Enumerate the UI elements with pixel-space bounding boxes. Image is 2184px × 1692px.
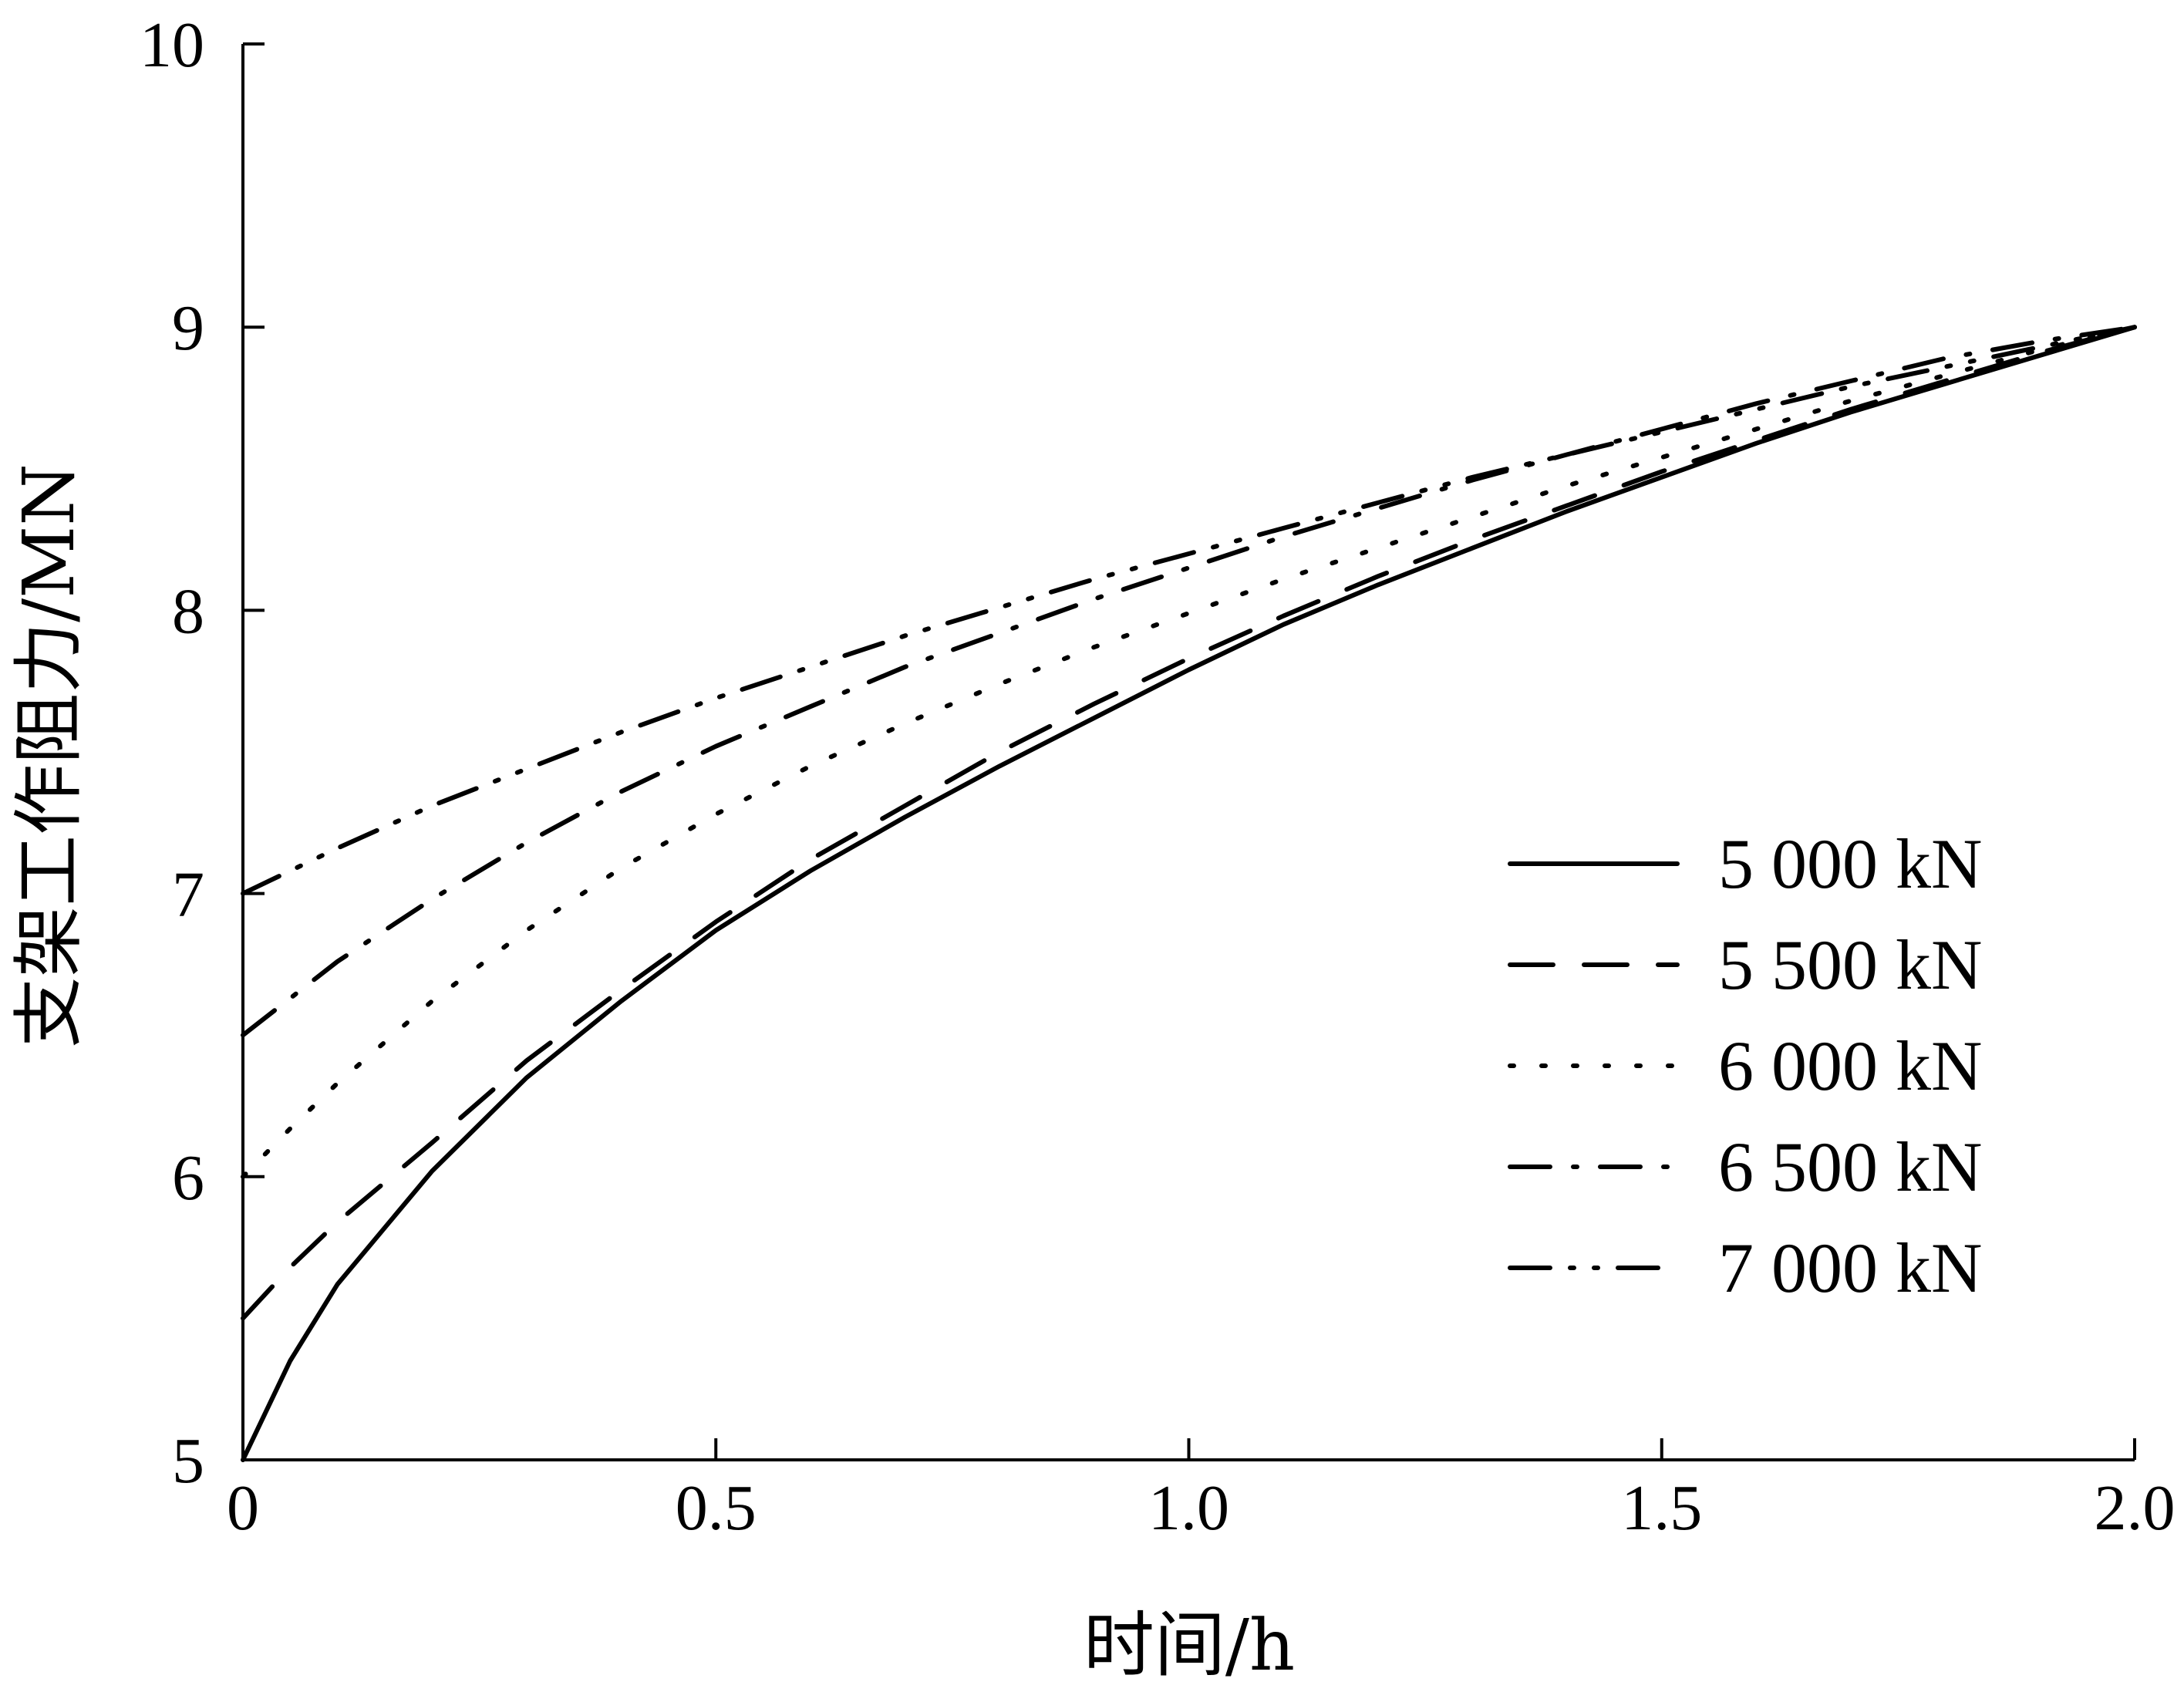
series-line-1 xyxy=(241,325,2137,1462)
legend-label-5: 7 000 kN xyxy=(1718,1229,1982,1307)
series-line-2 xyxy=(241,325,2137,1321)
legend: 5 000 kN 5 500 kN 6 000 kN 6 500 kN 7 000 kN xyxy=(1508,824,1982,1307)
x-tick-label: 0 xyxy=(227,1472,259,1544)
axes: 0 0.5 1.0 1.5 2.0 5 6 7 8 9 10 xyxy=(140,9,2176,1544)
y-tick-label: 7 xyxy=(172,859,204,931)
x-axis-label: 时间/h xyxy=(1084,1604,1295,1687)
series-line-5 xyxy=(241,325,2137,896)
y-tick-label: 9 xyxy=(172,292,204,364)
x-tick-label: 2.0 xyxy=(2095,1472,2176,1544)
series-layer xyxy=(241,325,2137,1462)
y-tick-label: 10 xyxy=(140,9,204,81)
y-tick-label: 6 xyxy=(172,1142,204,1214)
x-tick-label: 1.5 xyxy=(1621,1472,1702,1544)
legend-label-3: 6 000 kN xyxy=(1718,1026,1982,1105)
y-tick-label: 8 xyxy=(172,575,204,647)
x-tick-label: 0.5 xyxy=(676,1472,757,1544)
y-tick-label: 5 xyxy=(172,1425,204,1497)
series-line-4 xyxy=(241,325,2137,1038)
x-tick-label: 1.0 xyxy=(1148,1472,1229,1544)
series-line-3 xyxy=(241,325,2137,1179)
y-axis-label: 支架工作阻力/MN xyxy=(8,463,90,1048)
legend-label-1: 5 000 kN xyxy=(1718,824,1982,903)
legend-label-4: 6 500 kN xyxy=(1718,1127,1982,1206)
legend-label-2: 5 500 kN xyxy=(1718,925,1982,1004)
